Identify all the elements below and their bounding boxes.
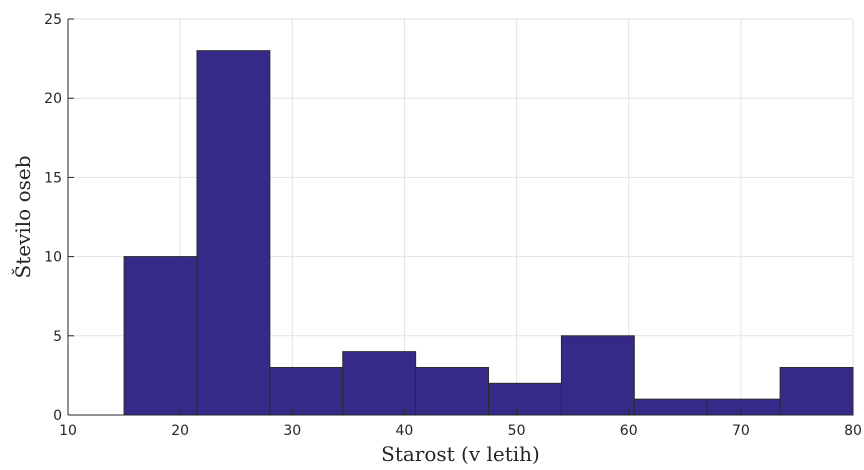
ticks-layer: 10 20 30 40 50 60 70 80 0 5 10 15 20 25 bbox=[44, 12, 862, 439]
y-tick-label-4: 20 bbox=[44, 91, 62, 107]
histogram-bar-4 bbox=[415, 366, 490, 416]
histogram-bar-0 bbox=[123, 256, 198, 416]
y-tick-label-5: 25 bbox=[44, 12, 62, 28]
y-tick-label-1: 5 bbox=[53, 329, 62, 345]
y-tick-label-0: 0 bbox=[53, 408, 62, 424]
x-tick-label-0: 10 bbox=[59, 423, 77, 439]
histogram-bar-7 bbox=[633, 398, 708, 416]
histogram-bar-6 bbox=[560, 335, 635, 416]
y-tick-label-3: 15 bbox=[44, 170, 62, 186]
histogram-bar-5 bbox=[488, 382, 562, 416]
histogram-bar-9 bbox=[779, 366, 854, 416]
x-tick-label-1: 20 bbox=[171, 423, 189, 439]
x-tick-label-5: 60 bbox=[620, 423, 638, 439]
x-tick-label-7: 80 bbox=[844, 423, 862, 439]
histogram-bar-1 bbox=[196, 50, 271, 416]
histogram-bar-2 bbox=[269, 366, 344, 416]
x-axis-title: Starost (v letih) bbox=[381, 442, 540, 466]
y-axis-title: Število oseb bbox=[10, 155, 35, 278]
x-tick-label-2: 30 bbox=[283, 423, 301, 439]
histogram-bar-8 bbox=[706, 398, 781, 416]
x-tick-label-3: 40 bbox=[396, 423, 414, 439]
x-tick-label-4: 50 bbox=[508, 423, 526, 439]
histogram-bar-3 bbox=[342, 351, 417, 416]
x-tick-label-6: 70 bbox=[732, 423, 750, 439]
y-tick-label-2: 10 bbox=[44, 250, 62, 266]
axes-layer bbox=[67, 19, 853, 416]
bars-layer bbox=[123, 50, 854, 416]
